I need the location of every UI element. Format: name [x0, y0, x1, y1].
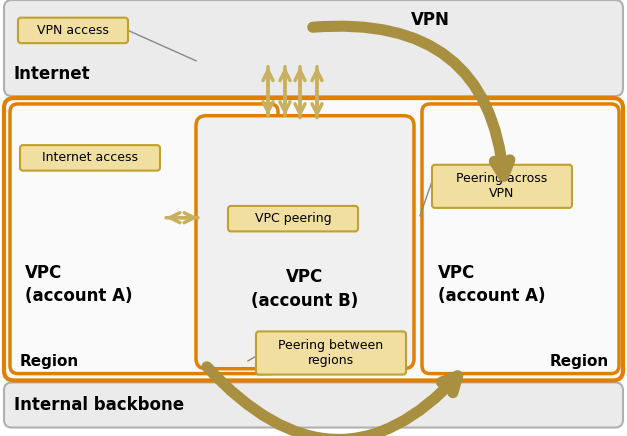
- FancyBboxPatch shape: [4, 0, 623, 96]
- FancyBboxPatch shape: [256, 331, 406, 375]
- Text: Peering across
VPN: Peering across VPN: [456, 172, 547, 200]
- Text: Region: Region: [550, 354, 609, 369]
- FancyBboxPatch shape: [4, 98, 623, 381]
- FancyBboxPatch shape: [196, 116, 414, 369]
- FancyBboxPatch shape: [4, 382, 623, 428]
- Text: Internet access: Internet access: [42, 151, 138, 164]
- FancyBboxPatch shape: [228, 206, 358, 232]
- FancyArrowPatch shape: [207, 367, 458, 436]
- Text: VPC
(account A): VPC (account A): [25, 264, 132, 305]
- Text: Peering between
regions: Peering between regions: [278, 339, 384, 367]
- Text: VPC
(account B): VPC (account B): [251, 269, 359, 310]
- Text: VPN: VPN: [411, 10, 450, 29]
- FancyBboxPatch shape: [10, 104, 278, 374]
- Text: VPC peering: VPC peering: [255, 212, 331, 225]
- FancyBboxPatch shape: [20, 145, 160, 170]
- Text: Region: Region: [20, 354, 79, 369]
- FancyBboxPatch shape: [422, 104, 619, 374]
- Text: Internal backbone: Internal backbone: [14, 396, 184, 414]
- Text: VPC
(account A): VPC (account A): [438, 264, 545, 305]
- Text: Internet: Internet: [14, 65, 91, 82]
- Text: VPN access: VPN access: [37, 24, 109, 37]
- FancyArrowPatch shape: [313, 26, 510, 176]
- FancyBboxPatch shape: [432, 165, 572, 208]
- FancyBboxPatch shape: [18, 17, 128, 43]
